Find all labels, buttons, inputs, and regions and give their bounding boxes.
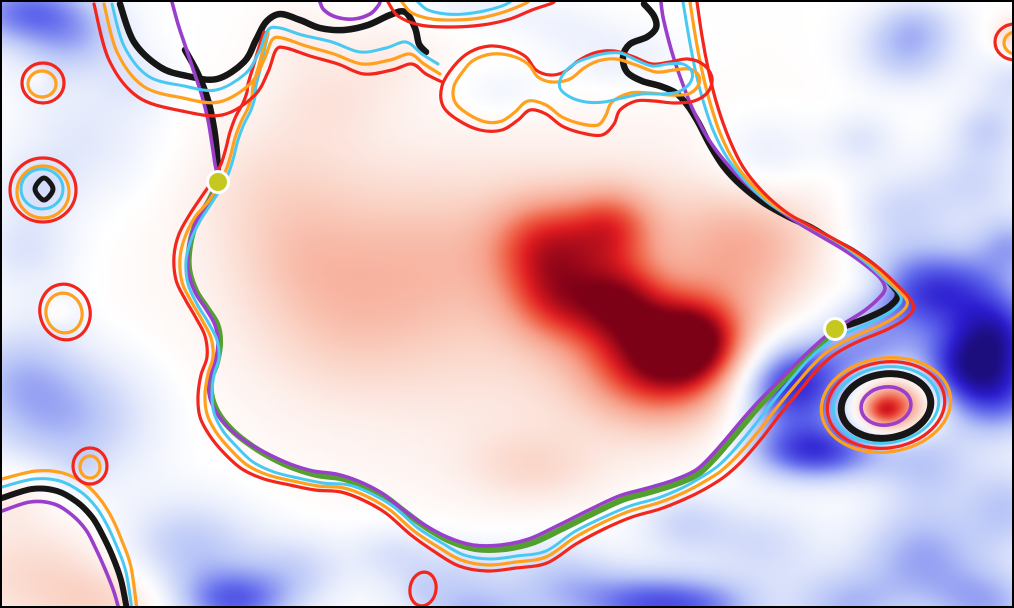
bottomleft-blob-red-contour (71, 446, 109, 486)
topleft-blob-red-contour (20, 61, 66, 105)
cyan-lake-contour (557, 51, 695, 105)
right-ring-purple-contour (859, 385, 913, 427)
black-bottom-left-contour (2, 485, 130, 606)
bottom-blob-red-contour (408, 570, 438, 606)
left-ring-cyan-contour (19, 167, 65, 211)
orange-lake-top-contour (400, 2, 530, 22)
black-left-branch-contour (181, 46, 222, 186)
corner-tr-orange-contour (1002, 30, 1012, 56)
left-ring-orange-contour (15, 164, 71, 220)
black-top-left-loop-contour (116, 2, 430, 84)
black-right-contour (619, 2, 902, 333)
purple-top-mid-contour (318, 2, 382, 21)
orange-main-contour (178, 2, 909, 567)
black-diamond-contour (32, 175, 56, 203)
right-ring-orange-contour (819, 355, 953, 455)
green-main-contour (185, 178, 839, 553)
cyan-lake-top-contour (416, 2, 512, 16)
junction-marker-right (823, 317, 847, 341)
right-ring-red-contour (825, 360, 947, 450)
orange-bottom-left-contour (2, 468, 139, 606)
right-ring-cyan-contour (831, 365, 941, 445)
bottomleft-blob-orange-contour (78, 454, 102, 480)
corner-tr-red-contour (993, 22, 1012, 62)
right-ring-black-contour (837, 370, 935, 442)
red-main-contour (172, 2, 916, 573)
purple-bottom-left-contour (2, 499, 120, 606)
orange-banana-contour (451, 52, 702, 128)
left-blob-red-contour (38, 282, 92, 342)
red-top-left-loop-contour (92, 2, 444, 118)
orange-top-left-loop-contour (102, 2, 442, 105)
cyan-main-contour (184, 2, 903, 561)
red-banana-contour (439, 44, 714, 138)
cyan-bottom-left-contour (2, 477, 133, 606)
topleft-blob-orange-contour (26, 69, 58, 99)
cyan-top-left-loop-contour (110, 2, 440, 93)
red-lake-top-contour (386, 2, 556, 29)
left-blob-orange-contour (44, 291, 84, 335)
left-ring-red-contour (8, 156, 78, 224)
junction-marker-left (206, 170, 230, 194)
